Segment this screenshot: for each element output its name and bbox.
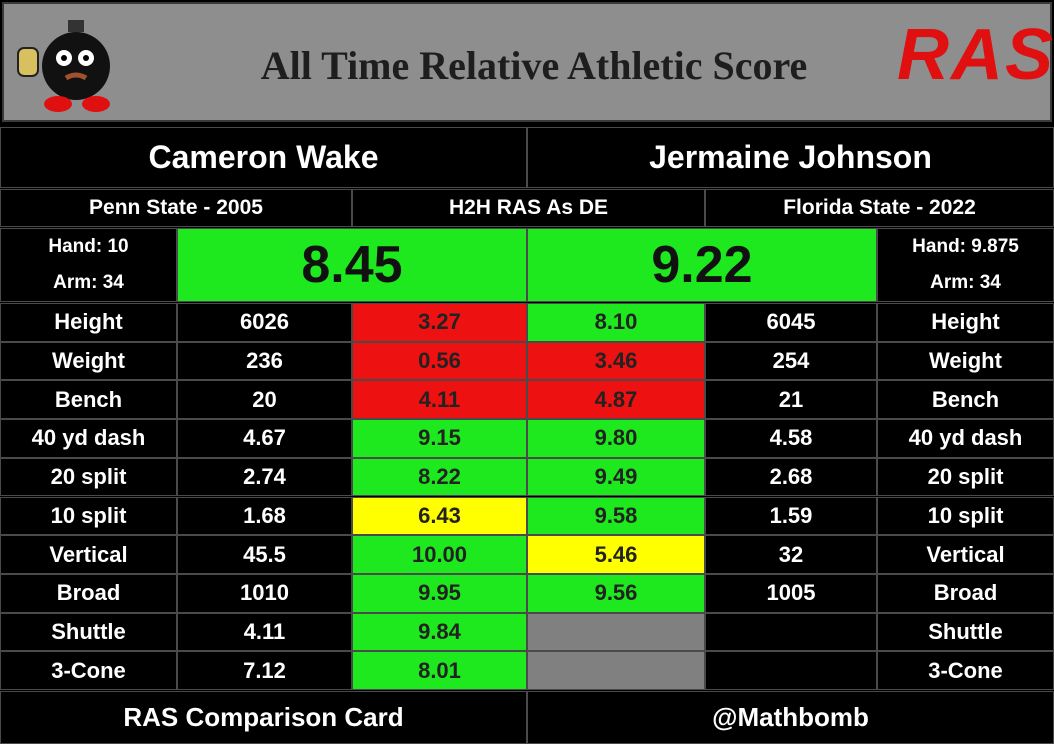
metric-value: 2.68 (705, 457, 877, 497)
metric-label: Height (877, 303, 1054, 342)
metric-score: 8.22 (352, 457, 527, 497)
metric-label: 40 yd dash (877, 419, 1054, 458)
metric-value: 4.11 (177, 612, 352, 652)
metric-value: 1010 (177, 573, 352, 613)
metric-label: 40 yd dash (0, 419, 177, 458)
metric-score: 8.01 (352, 651, 527, 690)
metric-label: Shuttle (0, 612, 177, 652)
metric-value: 21 (705, 380, 877, 420)
metric-label: 10 split (877, 496, 1054, 536)
metric-label: Bench (0, 380, 177, 420)
metric-value: 4.67 (177, 419, 352, 458)
metric-value: 32 (705, 535, 877, 574)
metric-score: 4.87 (527, 380, 705, 420)
metric-score: 10.00 (352, 535, 527, 574)
metric-value: 236 (177, 341, 352, 381)
metric-value: 6026 (177, 303, 352, 342)
metric-label: Weight (877, 341, 1054, 381)
metric-value: 7.12 (177, 651, 352, 690)
metric-score: 9.80 (527, 419, 705, 458)
metric-label: Weight (0, 341, 177, 381)
metric-score: 8.10 (527, 303, 705, 342)
metric-label: Vertical (0, 535, 177, 574)
metric-label: Vertical (877, 535, 1054, 574)
metric-value: 2.74 (177, 457, 352, 497)
school: Penn State - 2005 (0, 189, 352, 227)
header: All Time Relative Athletic Score RAS (2, 2, 1054, 122)
metric-value: 4.58 (705, 419, 877, 458)
metric-value: 1.59 (705, 496, 877, 536)
arm: Arm: 34 (53, 272, 124, 293)
metric-label: Shuttle (877, 612, 1054, 652)
metric-label: 20 split (877, 457, 1054, 497)
metric-score (527, 612, 705, 652)
metric-score: 3.46 (527, 341, 705, 381)
metric-score: 4.11 (352, 380, 527, 420)
hand-arm: Hand: 10 Arm: 34 (0, 228, 177, 302)
metric-label: 3-Cone (0, 651, 177, 690)
metric-score: 9.84 (352, 612, 527, 652)
metric-value: 20 (177, 380, 352, 420)
metric-value: 6045 (705, 303, 877, 342)
title: All Time Relative Athletic Score (260, 43, 808, 88)
comparison: H2H RAS As DE (352, 189, 705, 227)
mascot (17, 20, 110, 112)
metric-score: 9.56 (527, 573, 705, 613)
metric-score: 6.43 (352, 496, 527, 536)
metric-value: 1.68 (177, 496, 352, 536)
metric-score: 3.27 (352, 303, 527, 342)
metric-value (705, 612, 877, 652)
arm: Arm: 34 (930, 272, 1001, 293)
metric-score (527, 651, 705, 690)
metric-label: Broad (877, 573, 1054, 613)
ras-score: 8.45 (177, 228, 527, 302)
ras-score: 9.22 (527, 228, 877, 302)
metric-value (705, 651, 877, 690)
metric-label: Bench (877, 380, 1054, 420)
metric-value: 254 (705, 341, 877, 381)
metric-score: 9.49 (527, 457, 705, 497)
player-name: Jermaine Johnson (527, 127, 1054, 188)
metric-label: Height (0, 303, 177, 342)
footer-label: RAS Comparison Card (0, 691, 527, 744)
metric-value: 45.5 (177, 535, 352, 574)
logo: RAS (897, 15, 1054, 95)
metric-score: 9.15 (352, 419, 527, 458)
metric-label: 10 split (0, 496, 177, 536)
hand: Hand: 9.875 (912, 236, 1019, 257)
school: Florida State - 2022 (705, 189, 1054, 227)
hand-arm: Hand: 9.875 Arm: 34 (877, 228, 1054, 302)
metric-score: 5.46 (527, 535, 705, 574)
metric-score: 9.58 (527, 496, 705, 536)
hand: Hand: 10 (48, 236, 129, 257)
footer-label: @Mathbomb (527, 691, 1054, 744)
metric-label: 20 split (0, 457, 177, 497)
metric-score: 9.95 (352, 573, 527, 613)
metric-value: 1005 (705, 573, 877, 613)
player-name: Cameron Wake (0, 127, 527, 188)
metric-label: 3-Cone (877, 651, 1054, 690)
metric-label: Broad (0, 573, 177, 613)
metric-score: 0.56 (352, 341, 527, 381)
